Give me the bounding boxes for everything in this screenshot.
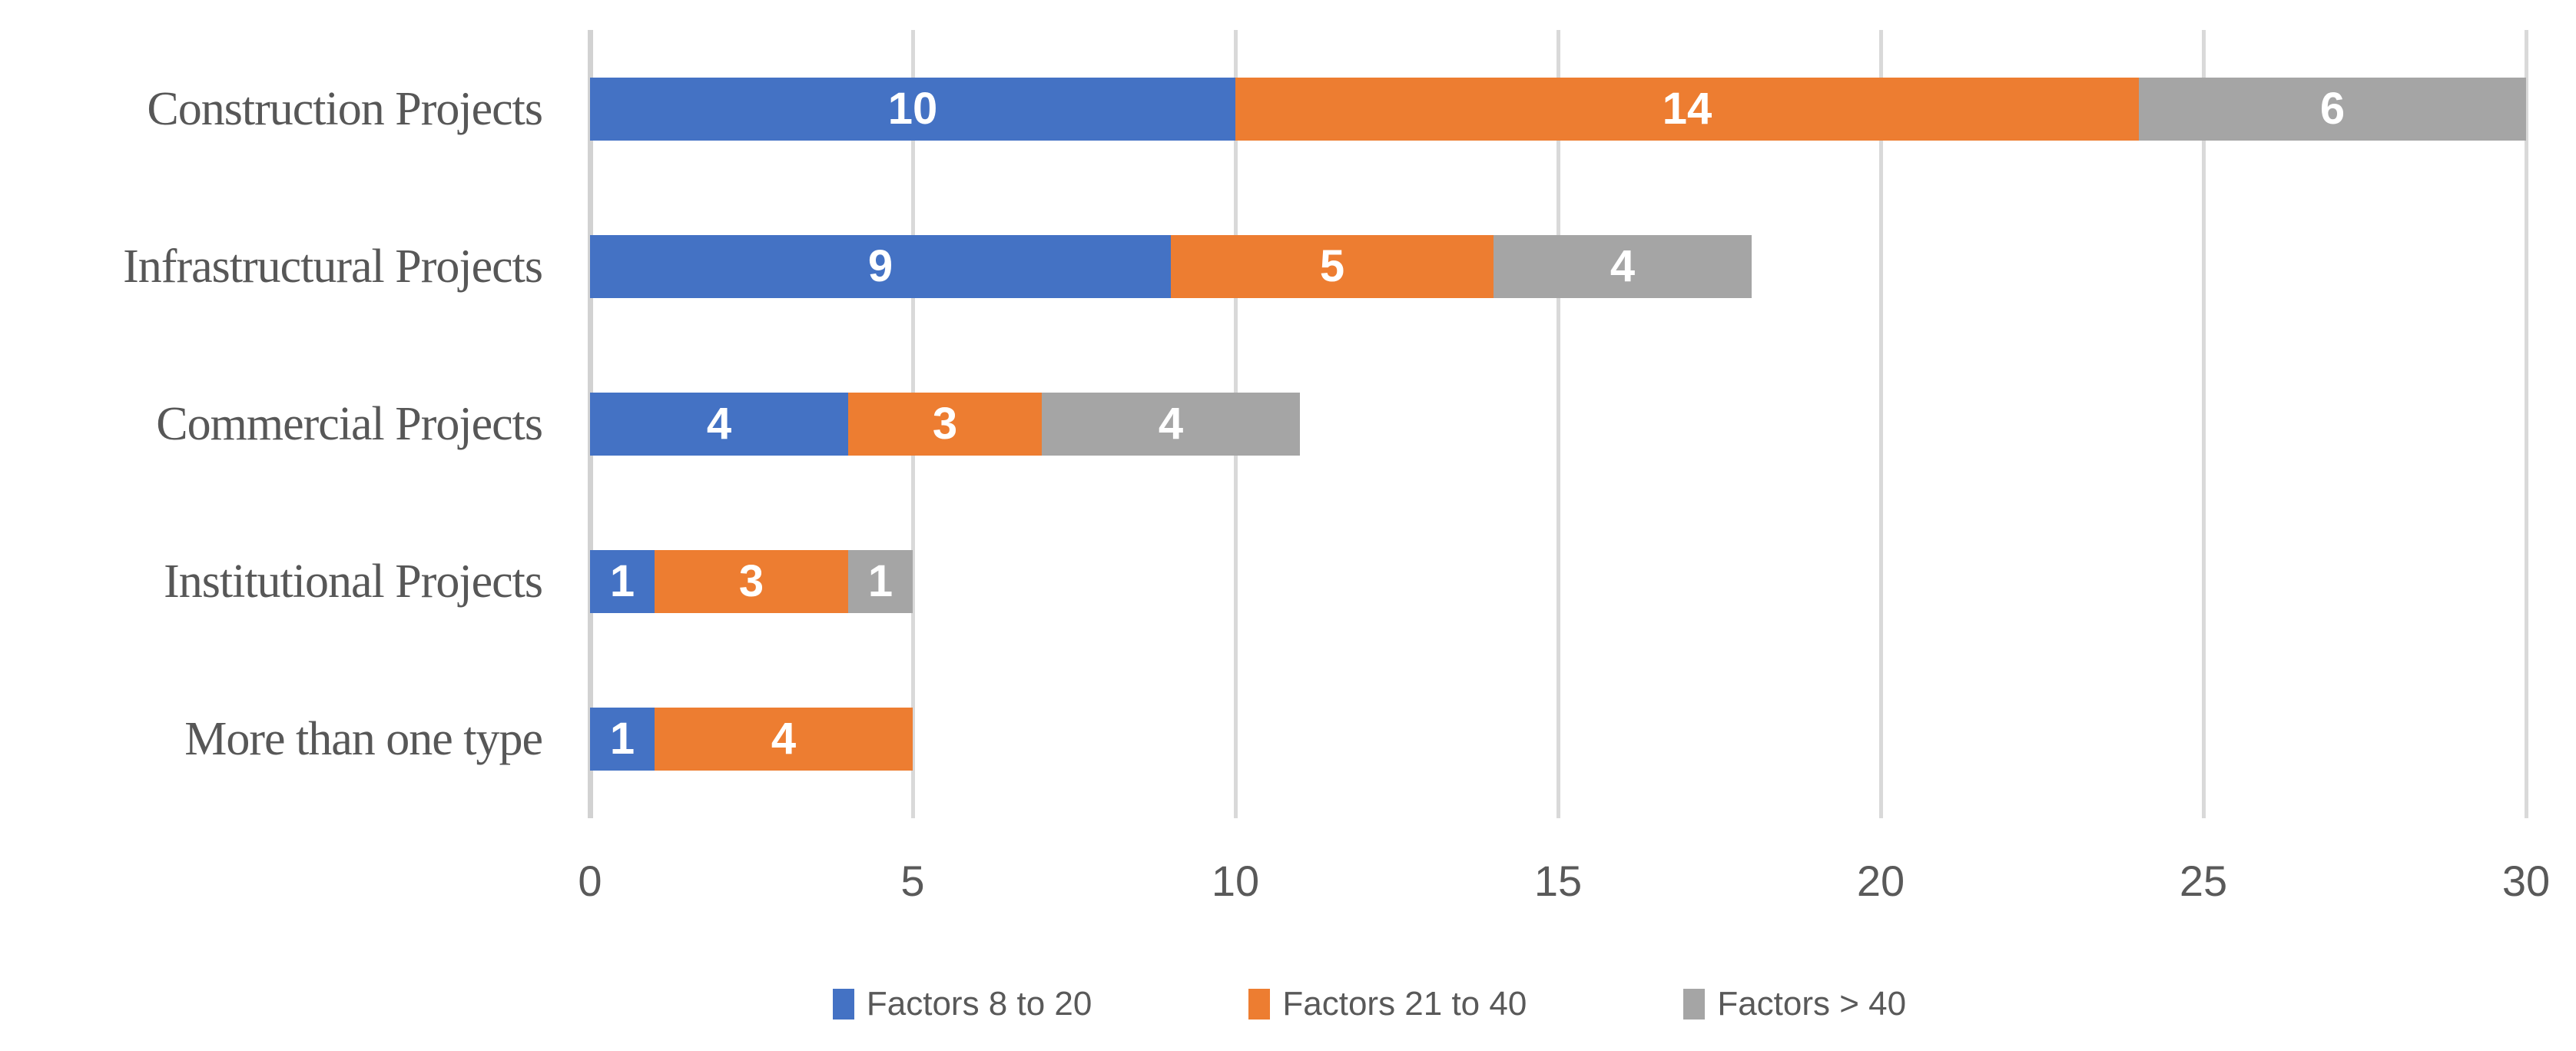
bar-segment-factors-8-to-20-commercial-projects: 4 — [590, 393, 848, 456]
bar-segment-factors-8-to-20-institutional-projects: 1 — [590, 550, 655, 614]
bar-segment-factors-40-commercial-projects: 4 — [1042, 393, 1300, 456]
x-tick-label-15: 15 — [1533, 857, 1583, 905]
bar-segment-factors-40-construction-projects: 6 — [2139, 77, 2526, 141]
legend-swatch-factors-8-to-20 — [832, 989, 854, 1020]
x-tick-label-20: 20 — [1856, 857, 1905, 905]
x-tick-label-30: 30 — [2501, 857, 2551, 905]
category-label-institutional-projects: Institutional Projects — [164, 555, 543, 608]
bar-segment-factors-21-to-40-commercial-projects: 3 — [848, 393, 1042, 456]
bar-value-label: 1 — [609, 714, 635, 764]
x-tick-label-5: 5 — [900, 857, 925, 905]
bar-value-label: 1 — [867, 556, 893, 607]
bar-value-label: 3 — [932, 399, 958, 449]
bar-value-label: 5 — [1319, 240, 1345, 291]
legend-item-factors-8-to-20: Factors 8 to 20 — [832, 985, 1092, 1023]
x-tick-label-25: 25 — [2179, 857, 2228, 905]
category-label-commercial-projects: Commercial Projects — [156, 398, 543, 450]
bar-value-label: 3 — [738, 556, 764, 607]
category-label-more-than-one-type: More than one type — [184, 713, 543, 766]
bar-segment-factors-21-to-40-construction-projects: 14 — [1235, 77, 2139, 141]
bar-segment-factors-21-to-40-more-than-one-type: 4 — [655, 708, 913, 771]
x-tick-label-0: 0 — [578, 857, 602, 905]
legend-swatch-factors-40 — [1683, 989, 1706, 1020]
bar-value-label: 1 — [609, 556, 635, 607]
bar-segment-factors-8-to-20-infrastructural-projects: 9 — [590, 234, 1171, 298]
bar-segment-factors-8-to-20-construction-projects: 10 — [590, 77, 1235, 141]
legend: Factors 8 to 20 Factors 21 to 40 Factors >… — [0, 985, 2576, 1023]
bar-value-label: 4 — [771, 714, 797, 764]
legend-swatch-factors-21-to-40 — [1248, 989, 1271, 1020]
category-label-infrastructural-projects: Infrastructural Projects — [123, 240, 543, 293]
bar-value-label: 14 — [1662, 83, 1712, 134]
legend-item-factors-40: Factors > 40 — [1683, 985, 1906, 1023]
bar-segment-factors-40-infrastructural-projects: 4 — [1494, 234, 1752, 298]
bar-value-label: 10 — [887, 83, 938, 134]
bar-segment-factors-21-to-40-institutional-projects: 3 — [655, 550, 848, 614]
category-label-construction-projects: Construction Projects — [147, 82, 543, 135]
gridline — [2201, 30, 2206, 818]
bar-segment-factors-21-to-40-infrastructural-projects: 5 — [1171, 234, 1494, 298]
legend-label: Factors > 40 — [1717, 985, 1907, 1023]
bar-value-label: 4 — [706, 399, 732, 449]
bar-value-label: 9 — [867, 240, 893, 291]
x-tick-label-10: 10 — [1211, 857, 1260, 905]
legend-label: Factors 21 to 40 — [1282, 985, 1527, 1023]
gridline — [1556, 30, 1560, 818]
bar-value-label: 4 — [1610, 240, 1636, 291]
legend-label: Factors 8 to 20 — [866, 985, 1092, 1023]
legend-row: Factors 8 to 20 Factors 21 to 40 Factors >… — [832, 985, 1906, 1023]
bar-segment-factors-40-institutional-projects: 1 — [848, 550, 913, 614]
bar-segment-factors-8-to-20-more-than-one-type: 1 — [590, 708, 655, 771]
gridline — [1878, 30, 1883, 818]
bar-value-label: 6 — [2319, 83, 2346, 134]
legend-item-factors-21-to-40: Factors 21 to 40 — [1248, 985, 1527, 1023]
bar-value-label: 4 — [1158, 399, 1184, 449]
gridline — [2524, 30, 2528, 818]
